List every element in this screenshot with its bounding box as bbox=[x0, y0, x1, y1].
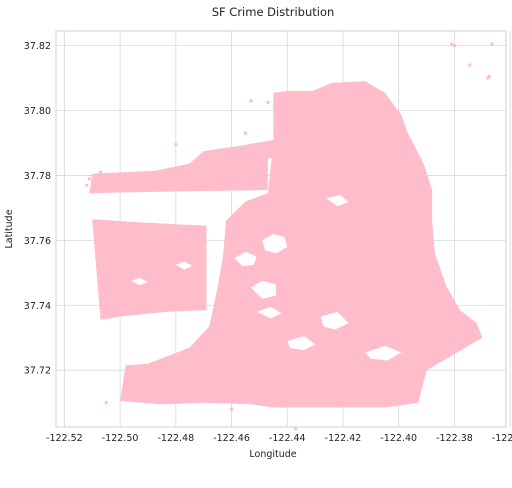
x-tick-label: -122.40 bbox=[380, 433, 417, 444]
scatter-point bbox=[374, 141, 378, 145]
scatter-point bbox=[413, 284, 417, 288]
x-tick-label: -122.46 bbox=[213, 433, 250, 444]
scatter-point bbox=[490, 42, 494, 46]
scatter-point bbox=[487, 74, 491, 78]
data-gap bbox=[262, 233, 288, 254]
data-gap bbox=[365, 345, 402, 361]
data-gap bbox=[287, 336, 316, 351]
scatter-point bbox=[99, 170, 103, 174]
data-gap bbox=[175, 261, 193, 270]
x-tick-label: -122.36 bbox=[492, 433, 512, 444]
x-tick-label: -122.52 bbox=[46, 433, 83, 444]
x-axis-label: Longitude bbox=[249, 449, 296, 460]
scatter-point bbox=[152, 391, 155, 395]
y-tick-label: 37.82 bbox=[24, 41, 51, 52]
scatter-point bbox=[174, 143, 178, 147]
scatter-point bbox=[266, 100, 270, 104]
scatter-region-presidio-marina bbox=[187, 138, 285, 171]
scatter-point bbox=[104, 401, 108, 405]
x-tick-label: -122.42 bbox=[325, 433, 362, 444]
scatter-point bbox=[87, 177, 91, 181]
scatter-point bbox=[230, 407, 233, 411]
y-tick-label: 37.80 bbox=[24, 106, 51, 117]
data-gap bbox=[131, 277, 148, 286]
plot-frame bbox=[55, 30, 507, 428]
data-gap bbox=[320, 311, 349, 330]
scatter-point bbox=[244, 131, 247, 135]
scatter-point bbox=[453, 44, 456, 48]
x-axis-ticks: -122.52 -122.50 -122.48 -122.46 -122.44 -122.… bbox=[46, 433, 512, 444]
scatter-point bbox=[468, 63, 472, 67]
scatter-point bbox=[450, 42, 454, 46]
scatter-point bbox=[486, 76, 490, 80]
scatter-point bbox=[422, 342, 426, 346]
x-tick-label: -122.50 bbox=[102, 433, 139, 444]
scatter-region-sunset bbox=[92, 219, 207, 320]
scatter-region-northeast bbox=[120, 81, 483, 408]
data-gap bbox=[256, 306, 282, 319]
y-tick-label: 37.78 bbox=[24, 171, 51, 182]
scatter-point bbox=[433, 336, 437, 340]
scatter-marks bbox=[85, 42, 494, 431]
y-tick-label: 37.76 bbox=[24, 236, 51, 247]
y-tick-label: 37.74 bbox=[24, 301, 51, 312]
chart-title: SF Crime Distribution bbox=[212, 5, 335, 19]
data-gap bbox=[251, 280, 277, 299]
data-gap bbox=[234, 251, 257, 267]
data-gap bbox=[326, 194, 349, 207]
y-axis-ticks: 37.72 37.74 37.76 37.78 37.80 37.82 bbox=[24, 41, 51, 377]
scatter-point bbox=[294, 427, 298, 431]
x-tick-label: -122.38 bbox=[436, 433, 473, 444]
y-axis-label: Latitude bbox=[4, 209, 15, 248]
scatter-region-southeast bbox=[398, 318, 460, 371]
y-tick-label: 37.72 bbox=[24, 366, 51, 377]
scatter-point bbox=[188, 394, 192, 398]
scatter-point bbox=[411, 384, 415, 388]
scatter-point bbox=[85, 183, 89, 187]
x-tick-label: -122.48 bbox=[157, 433, 194, 444]
scatter-point bbox=[249, 99, 253, 103]
x-tick-label: -122.44 bbox=[269, 433, 306, 444]
scatter-point bbox=[394, 109, 398, 112]
